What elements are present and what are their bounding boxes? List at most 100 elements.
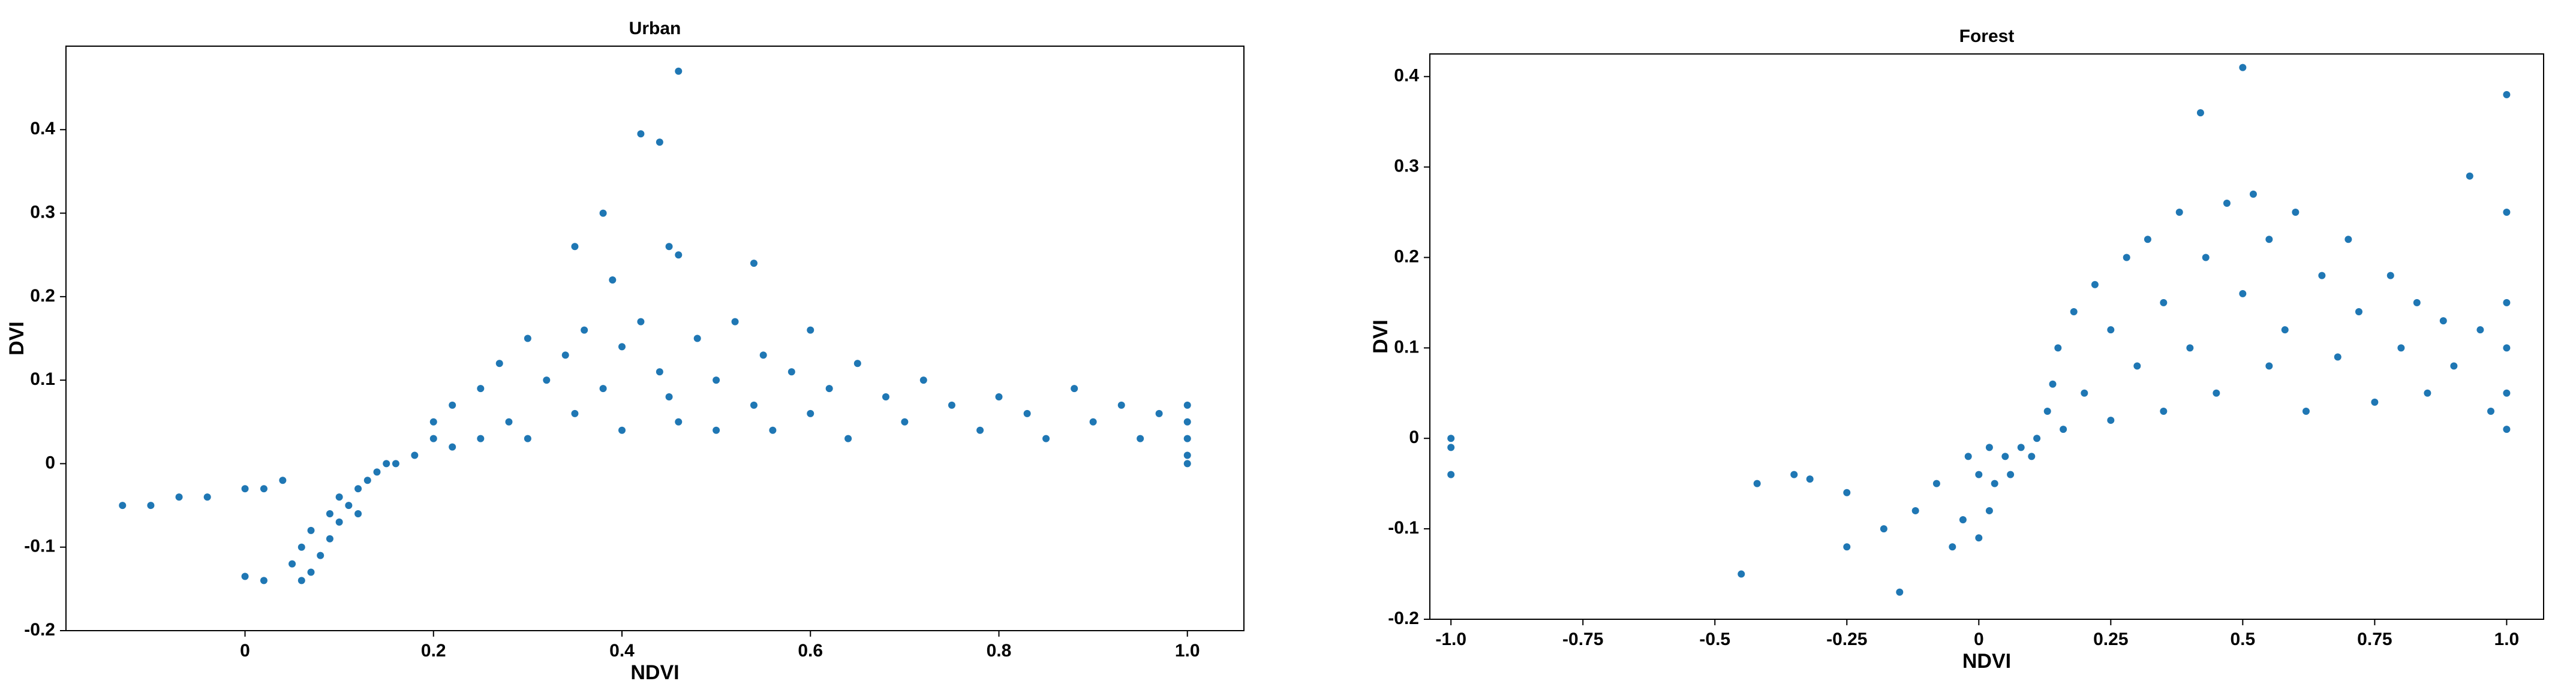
y-tick-label: -0.2 [1388,608,1419,628]
x-tick-label: 0.4 [609,641,635,661]
point [919,376,927,384]
point [656,138,663,146]
y-tick-label: -0.1 [24,537,55,556]
point [147,502,155,510]
point [1183,401,1191,409]
point [297,577,305,584]
point [2466,172,2473,180]
point [288,560,296,568]
point [2386,272,2394,279]
point [1896,588,1904,596]
point [2439,317,2447,325]
point [2503,344,2511,352]
x-tick-label: -1.0 [1435,629,1466,649]
point [307,526,315,534]
point [2017,444,2025,451]
point [2028,453,2036,460]
point [2265,362,2273,370]
point [175,493,183,501]
plot-frame [65,46,1245,631]
point [665,393,673,400]
point [2043,407,2051,415]
point [2107,326,2115,334]
point [561,351,569,359]
y-tick-label: 0 [45,453,55,472]
point [2223,199,2231,207]
chart-title: Urban [629,19,681,38]
point [1447,435,1455,442]
point [1991,480,1998,487]
point [1964,453,1972,460]
point [1959,516,1967,524]
point [853,360,861,367]
point [844,435,852,442]
point [1843,543,1851,551]
point [825,385,833,393]
point [1137,435,1144,442]
point [948,401,955,409]
point [2503,299,2511,306]
point [2450,362,2458,370]
point [335,493,343,501]
point [2292,209,2300,216]
point [665,243,673,251]
y-axis-label: DVI [1369,320,1392,354]
point [1985,507,1993,514]
point [429,418,437,426]
point [1949,543,1956,551]
x-tick-label: 0.5 [2230,629,2255,649]
point [807,409,814,417]
point [571,409,579,417]
point [1089,418,1097,426]
point [2054,344,2062,352]
x-tick-label: 1.0 [2494,629,2520,649]
point [750,401,758,409]
point [2239,290,2247,297]
point [1023,409,1031,417]
point [2213,389,2220,397]
point [675,418,683,426]
point [2107,417,2115,424]
point [1117,401,1125,409]
point [750,260,758,267]
point [1985,444,1993,451]
point [477,385,485,393]
point [609,276,617,284]
x-tick-label: 0.8 [987,641,1012,661]
point [882,393,889,400]
point [1042,435,1050,442]
point [2424,389,2431,397]
y-tick-label: 0.3 [1394,156,1419,176]
point [1183,451,1191,459]
point [1932,480,1940,487]
point [2060,426,2067,433]
point [2503,389,2511,397]
point [260,485,267,493]
point [2476,326,2484,334]
point [411,451,419,459]
x-tick-label: 0.25 [2093,629,2128,649]
point [1447,444,1455,451]
point [1155,409,1163,417]
point [2123,254,2130,261]
point [787,368,795,376]
point [1183,460,1191,468]
point [354,510,362,517]
point [976,426,984,434]
point [279,477,287,484]
point [1880,525,1887,533]
point [2503,209,2511,216]
point [477,435,485,442]
point [203,493,211,501]
point [524,335,531,342]
point [317,552,324,559]
point [731,318,739,326]
point [1447,471,1455,478]
point [2318,272,2326,279]
point [2334,353,2341,361]
point [373,468,381,476]
point [241,485,249,493]
point [241,573,249,580]
point [392,460,399,468]
point [2239,64,2247,71]
